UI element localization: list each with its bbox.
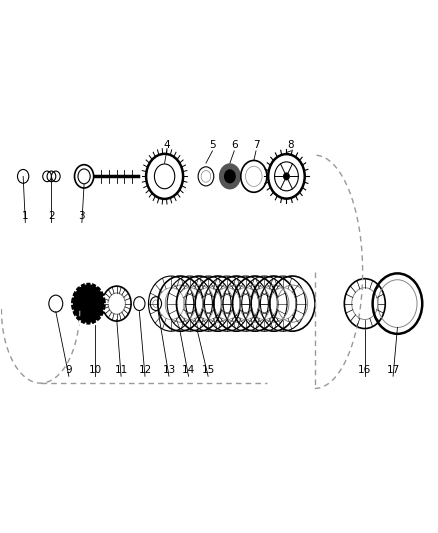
Text: 16: 16 <box>358 365 371 375</box>
Text: 14: 14 <box>182 365 195 375</box>
Text: 1: 1 <box>22 212 28 221</box>
Circle shape <box>225 170 235 183</box>
Circle shape <box>220 165 240 188</box>
Text: 15: 15 <box>201 365 215 375</box>
Text: 4: 4 <box>163 140 170 150</box>
Text: 8: 8 <box>287 140 294 150</box>
Text: 3: 3 <box>78 212 85 221</box>
Circle shape <box>72 284 105 324</box>
Text: 11: 11 <box>114 365 128 375</box>
Circle shape <box>284 173 289 180</box>
Text: 12: 12 <box>138 365 152 375</box>
Text: 6: 6 <box>231 140 237 150</box>
Text: 9: 9 <box>66 365 72 375</box>
Circle shape <box>79 293 98 314</box>
Text: 5: 5 <box>209 140 216 150</box>
Text: 10: 10 <box>88 365 102 375</box>
Text: 17: 17 <box>386 365 400 375</box>
Text: 7: 7 <box>253 140 259 150</box>
Text: 2: 2 <box>48 212 55 221</box>
Text: 13: 13 <box>162 365 176 375</box>
